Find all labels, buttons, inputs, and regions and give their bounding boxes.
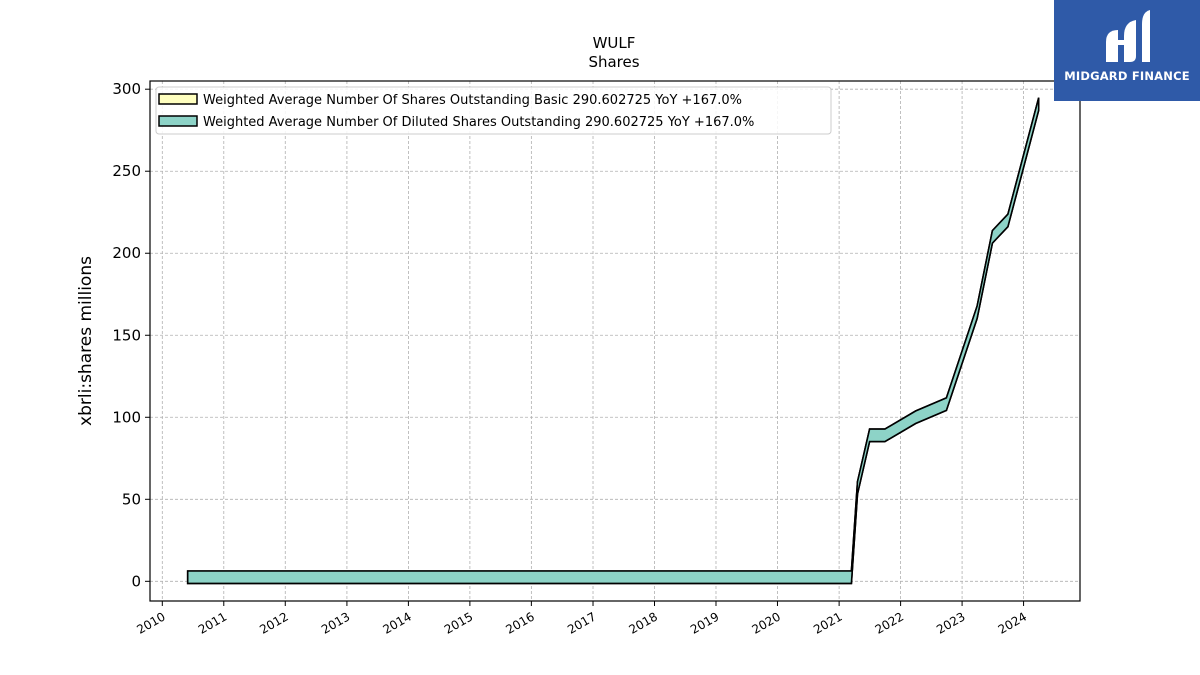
- legend: Weighted Average Number Of Shares Outsta…: [155, 86, 832, 135]
- x-tick-label: 2014: [380, 609, 413, 636]
- grid: [150, 81, 1080, 601]
- y-tick-label: 250: [112, 162, 141, 180]
- legend-label-2: Weighted Average Number Of Diluted Share…: [203, 115, 754, 130]
- legend-swatch-1: [158, 93, 198, 105]
- y-tick-label: 300: [112, 80, 141, 98]
- y-tick-label: 0: [131, 572, 141, 590]
- y-axis-label: xbrli:shares millions: [76, 256, 96, 426]
- x-tick-label: 2018: [627, 609, 660, 636]
- logo-text: MIDGARD FINANCE: [1064, 69, 1190, 83]
- x-tick-label: 2012: [257, 609, 290, 636]
- y-tick-label: 200: [112, 244, 141, 262]
- y-tick-label: 150: [112, 326, 141, 344]
- y-axis: 0 50 100 150 200 250 300: [112, 80, 150, 590]
- x-tick-label: 2021: [811, 609, 844, 636]
- y-tick-label: 100: [112, 408, 141, 426]
- x-tick-label: 2019: [688, 609, 721, 636]
- series-area-1: [186, 97, 1040, 585]
- x-tick-label: 2015: [442, 609, 475, 636]
- chart-title: WULF: [593, 34, 636, 52]
- series-area-2: [186, 97, 1040, 585]
- series-layer: [186, 97, 1040, 585]
- legend-swatch-2: [158, 115, 198, 127]
- x-tick-label: 2024: [996, 609, 1029, 636]
- x-tick-label: 2017: [565, 609, 598, 636]
- x-tick-label: 2022: [873, 609, 906, 636]
- x-tick-label: 2011: [196, 609, 229, 636]
- x-tick-label: 2016: [503, 609, 536, 636]
- brand-logo: MIDGARD FINANCE: [1054, 0, 1200, 101]
- chart-subtitle: Shares: [588, 53, 639, 71]
- x-tick-label: 2023: [934, 609, 967, 636]
- legend-box: [155, 86, 832, 135]
- logo-mark-icon: [1106, 10, 1150, 62]
- y-tick-label: 50: [122, 490, 141, 508]
- x-axis: 2010 2011 2012 2013 2014 2015 2016 2017 2018 2019…: [134, 601, 1029, 637]
- x-tick-label: 2020: [750, 609, 783, 636]
- x-tick-label: 2013: [319, 609, 352, 636]
- plot-frame: [149, 80, 1081, 602]
- legend-label-1: Weighted Average Number Of Shares Outsta…: [203, 93, 742, 108]
- x-tick-label: 2010: [134, 609, 167, 636]
